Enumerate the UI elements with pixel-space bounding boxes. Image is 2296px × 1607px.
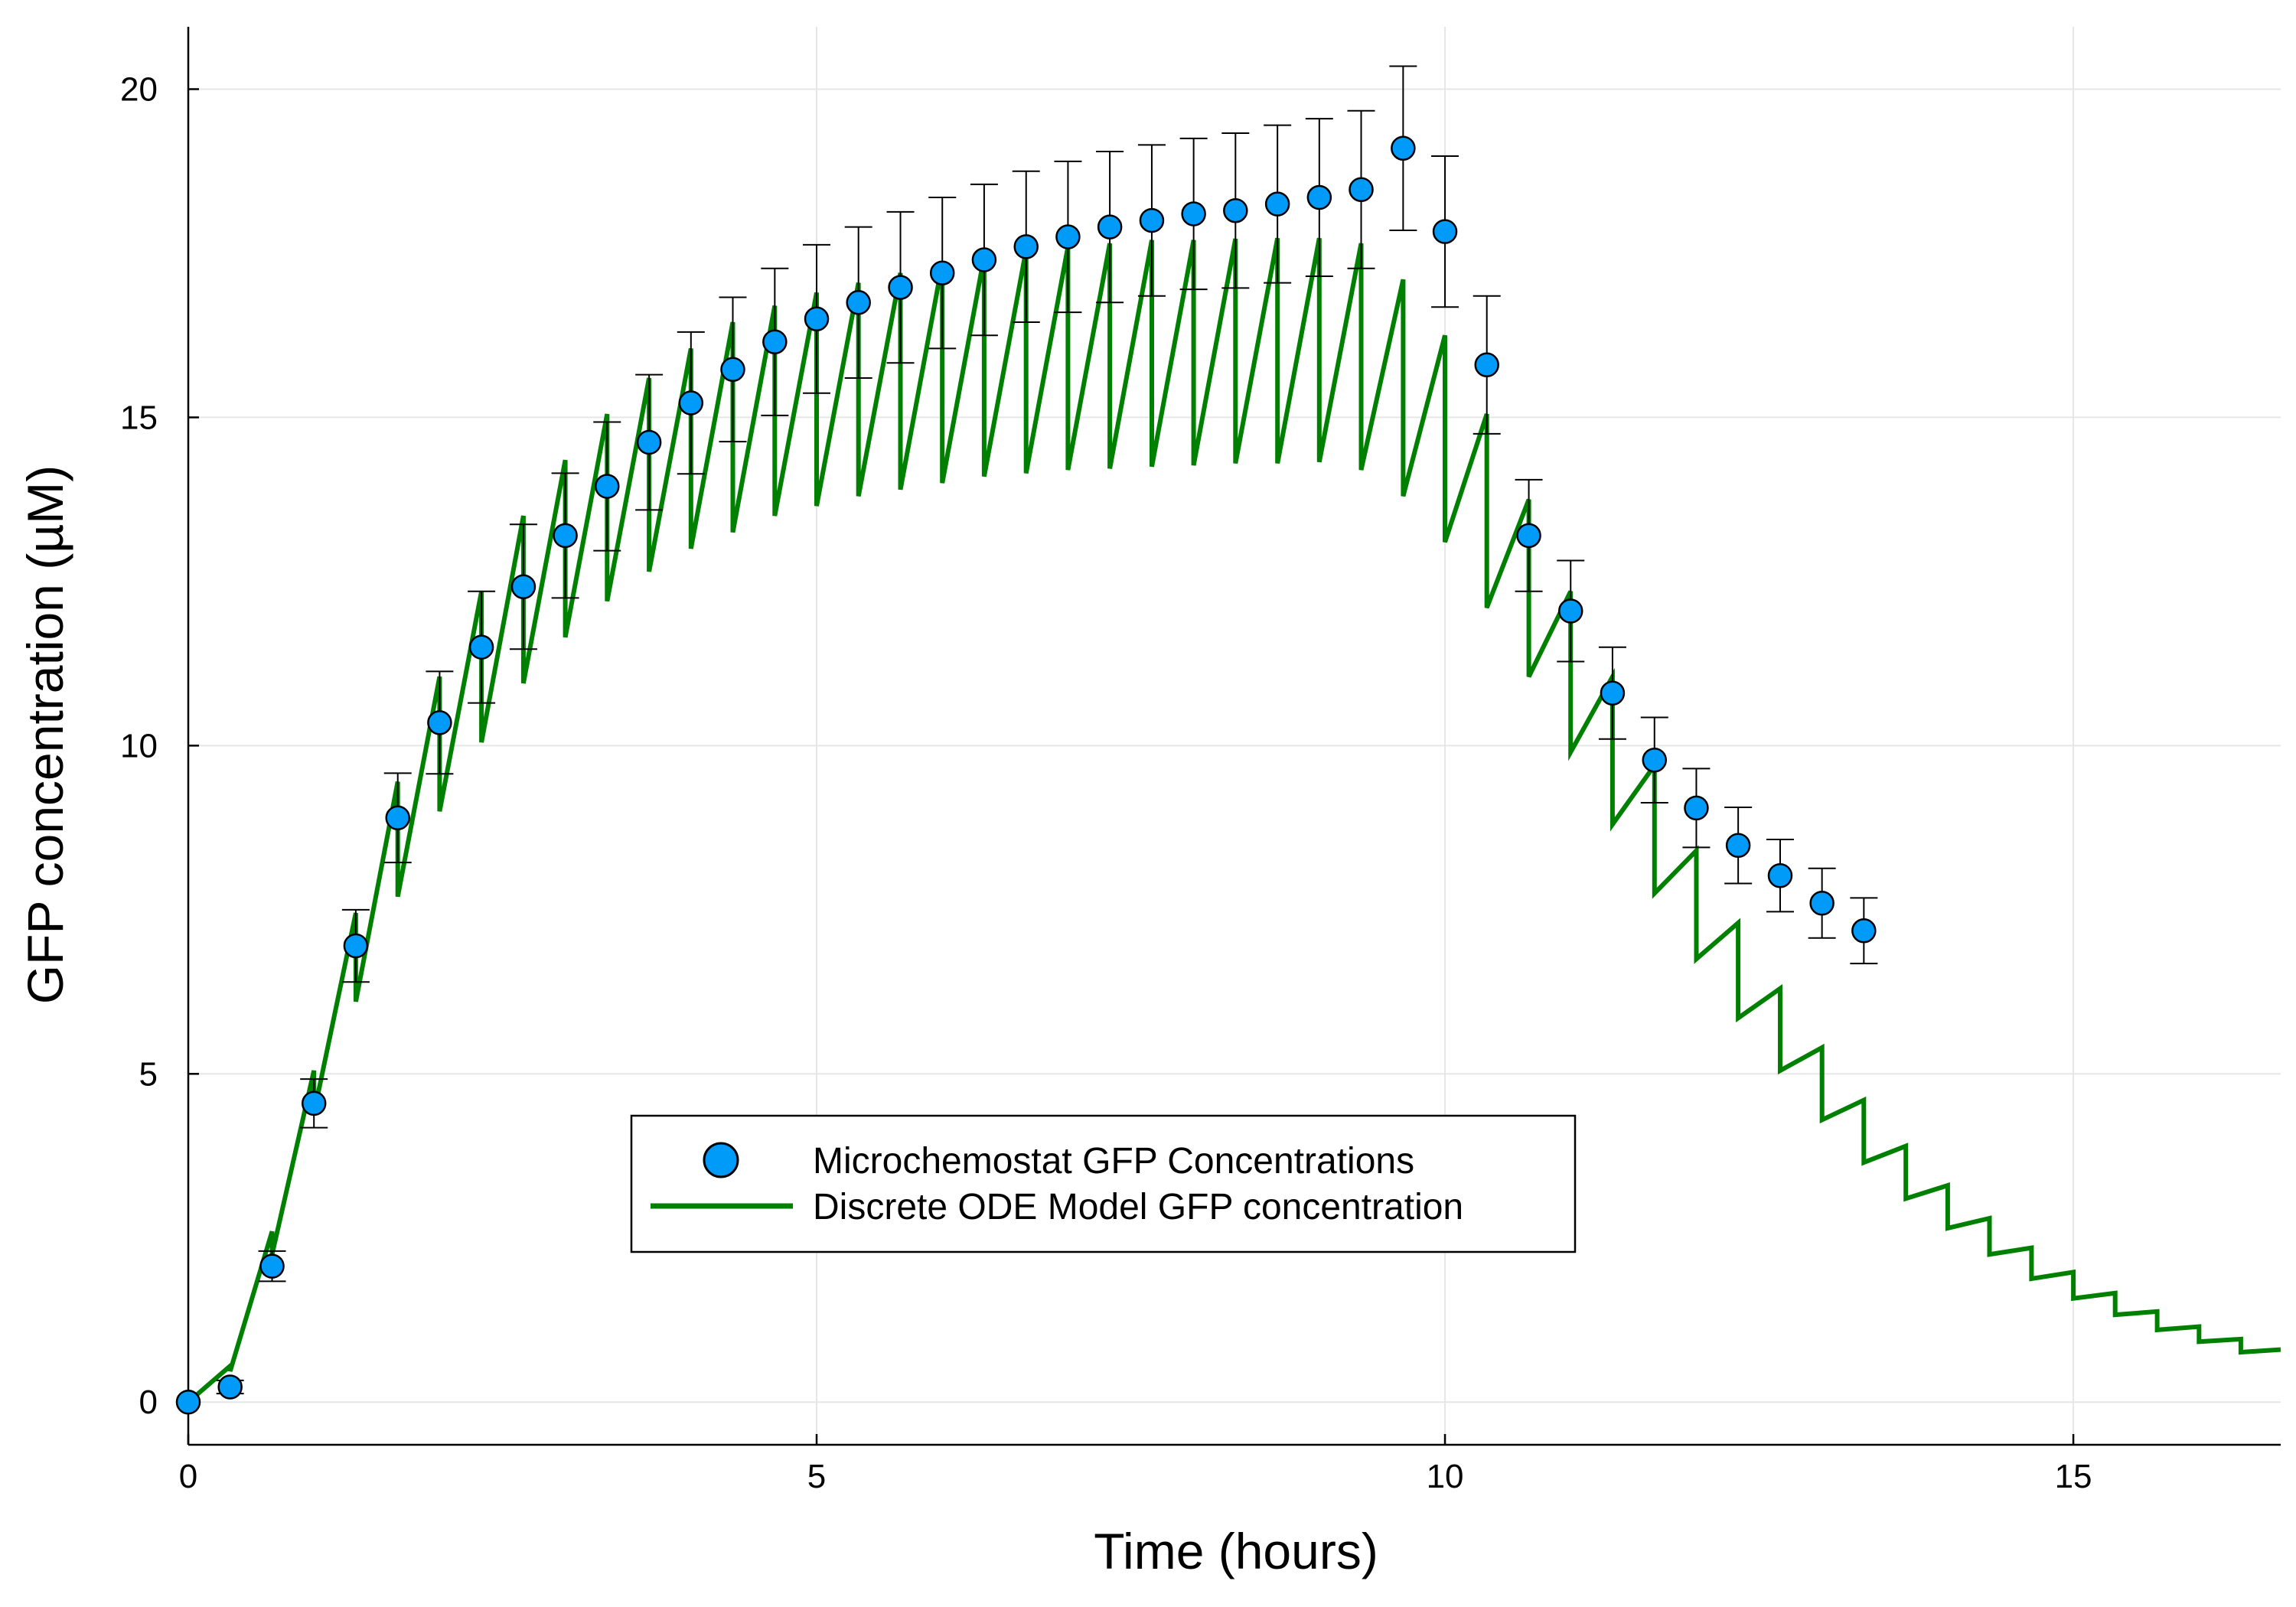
data-point <box>427 710 452 735</box>
data-point <box>1725 833 1751 859</box>
data-point <box>175 1389 201 1415</box>
model-line <box>187 237 2281 1404</box>
data-point <box>846 290 871 315</box>
data-point <box>1264 191 1290 217</box>
data-point <box>468 634 494 660</box>
data-point <box>1097 214 1123 240</box>
data-point <box>1851 918 1877 944</box>
x-axis-title: Time (hours) <box>1094 1523 1378 1579</box>
data-point <box>553 523 578 549</box>
data-point <box>1557 598 1583 624</box>
data-point <box>678 390 704 416</box>
data-point <box>1809 891 1835 916</box>
x-tick-label: 5 <box>807 1458 826 1495</box>
data-point <box>1306 184 1332 210</box>
legend-box <box>630 1114 1577 1253</box>
tick-labels: 0 5 10 15 0 5 10 15 20 <box>120 70 2092 1495</box>
data-point <box>1516 523 1541 549</box>
data-point <box>636 429 662 455</box>
y-tick-label: 20 <box>120 70 158 108</box>
data-point <box>888 275 913 300</box>
y-tick-label: 0 <box>139 1384 158 1421</box>
data-point <box>1181 201 1206 227</box>
y-tick-label: 15 <box>120 399 158 436</box>
data-point <box>1432 219 1458 244</box>
data-point <box>1474 352 1499 378</box>
data-point <box>1391 135 1416 161</box>
legend-marker-icon <box>703 1142 739 1178</box>
axes <box>187 27 2281 1446</box>
legend-label-line: Discrete ODE Model GFP concentration <box>813 1187 1463 1227</box>
data-point <box>1055 224 1081 249</box>
data-point <box>1139 207 1165 233</box>
data-point <box>595 474 620 499</box>
data-point <box>259 1253 285 1279</box>
data-point <box>762 329 788 355</box>
legend-label-scatter: Microchemostat GFP Concentrations <box>813 1141 1414 1182</box>
x-tick-label: 10 <box>1427 1458 1464 1495</box>
data-point <box>217 1374 243 1400</box>
data-point <box>1642 747 1668 773</box>
data-point <box>720 357 745 383</box>
y-tick-label: 5 <box>139 1055 158 1093</box>
data-point <box>1349 177 1374 203</box>
data-point <box>1013 234 1039 259</box>
data-point <box>1223 197 1248 223</box>
data-point <box>510 574 536 600</box>
data-point <box>1767 862 1793 888</box>
y-axis-title: GFP concentration (µM) <box>17 465 73 1004</box>
x-tick-label: 15 <box>2055 1458 2092 1495</box>
data-point <box>971 247 997 272</box>
data-points <box>175 135 1877 1415</box>
data-point <box>1600 680 1626 706</box>
data-point <box>1684 795 1709 821</box>
model-line-layer <box>187 237 2281 1404</box>
data-point <box>929 260 955 285</box>
y-tick-label: 10 <box>120 727 158 764</box>
data-point <box>804 306 830 332</box>
legend: Microchemostat GFP Concentrations Discre… <box>630 1114 1577 1253</box>
data-point <box>385 805 410 830</box>
data-point <box>343 933 369 959</box>
data-point <box>301 1090 327 1116</box>
x-tick-label: 0 <box>179 1458 197 1495</box>
